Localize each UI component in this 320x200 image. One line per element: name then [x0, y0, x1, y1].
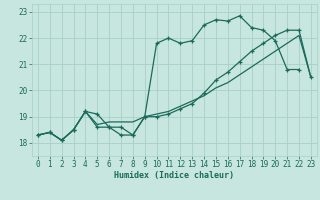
X-axis label: Humidex (Indice chaleur): Humidex (Indice chaleur): [115, 171, 234, 180]
